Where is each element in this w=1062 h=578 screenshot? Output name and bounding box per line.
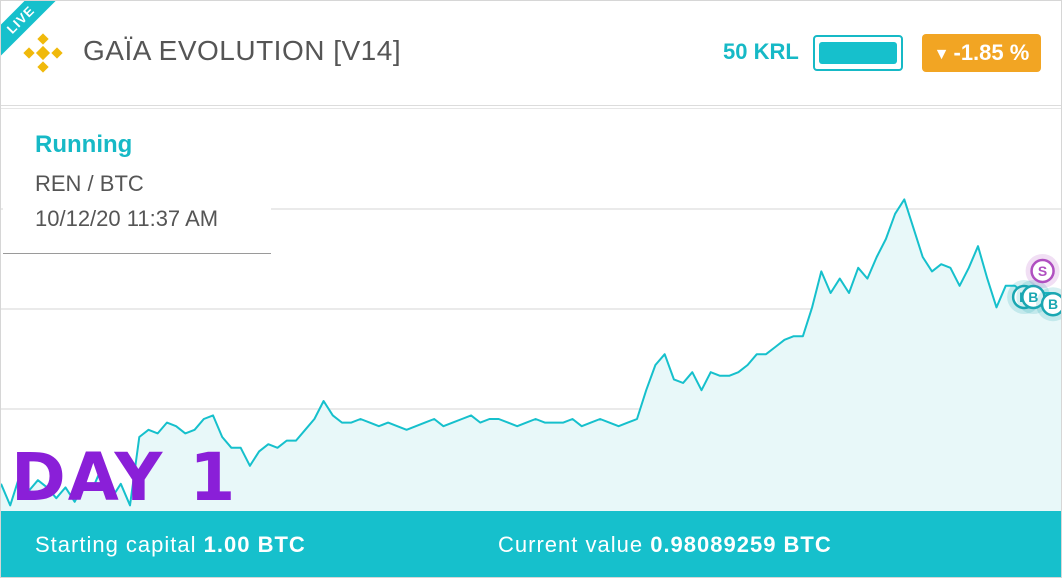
sell-marker[interactable]: S	[1025, 254, 1060, 288]
chart-area	[1, 199, 1061, 511]
bot-title: GAÏA EVOLUTION [V14]	[83, 35, 402, 66]
day-label: DAY 1	[11, 439, 238, 516]
krl-amount: 50 KRL	[723, 39, 799, 64]
info-panel: Running REN / BTC 10/12/20 11:37 AM	[3, 109, 271, 254]
krl-progress-fill	[819, 42, 897, 64]
change-value: -1.85 %	[953, 40, 1030, 65]
card-footer: Starting capital 1.00 BTC Current value …	[1, 511, 1061, 577]
starting-capital-value: 1.00 BTC	[203, 532, 306, 557]
current-value-label: Current value	[498, 532, 644, 557]
starting-capital-label: Starting capital	[35, 532, 197, 557]
marker-label: B	[1028, 289, 1038, 305]
marker-label: S	[1038, 263, 1047, 279]
buy-marker[interactable]: B	[1036, 287, 1061, 322]
current-value: Current value 0.98089259 BTC	[498, 532, 832, 558]
starting-capital: Starting capital 1.00 BTC	[35, 532, 306, 558]
chart-series-line	[1, 198, 1061, 507]
header-divider	[1, 108, 1061, 109]
card-header: LIVE GAÏA EVOLUTION [V14] 50 KRL ▼ -1.85 …	[1, 1, 1061, 106]
krl-progress-bar	[813, 35, 903, 71]
timestamp: 10/12/20 11:37 AM	[35, 206, 219, 231]
marker-label: B	[1048, 296, 1058, 312]
trading-pair: REN / BTC	[35, 171, 144, 196]
binance-diamond-icon	[23, 33, 63, 73]
price-chart: BBSB	[1, 198, 1061, 511]
current-value-amount: 0.98089259 BTC	[650, 532, 832, 557]
change-badge: ▼ -1.85 %	[922, 34, 1041, 72]
triangle-down-icon: ▼	[933, 46, 950, 63]
status-label: Running	[35, 131, 133, 158]
